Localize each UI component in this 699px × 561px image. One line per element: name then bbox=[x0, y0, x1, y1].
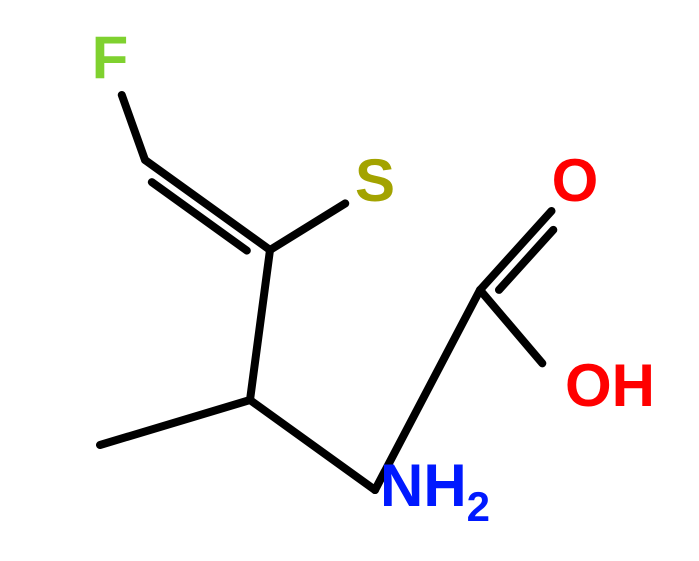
atom-label-oh: OH bbox=[565, 352, 655, 419]
atom-label-nh2: NH2 bbox=[380, 452, 490, 530]
atom-label-s: S bbox=[355, 147, 395, 214]
atom-label-o1: O bbox=[552, 147, 599, 214]
atom-label-f: F bbox=[92, 24, 129, 91]
